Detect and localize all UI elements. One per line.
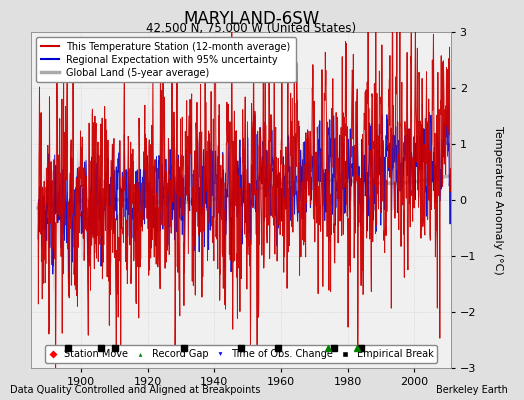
Y-axis label: Temperature Anomaly (°C): Temperature Anomaly (°C) xyxy=(493,126,503,274)
Text: 42.500 N, 75.000 W (United States): 42.500 N, 75.000 W (United States) xyxy=(146,22,357,35)
Text: Data Quality Controlled and Aligned at Breakpoints: Data Quality Controlled and Aligned at B… xyxy=(10,385,261,395)
Text: Berkeley Earth: Berkeley Earth xyxy=(436,385,508,395)
Text: MARYLAND-6SW: MARYLAND-6SW xyxy=(183,10,320,28)
Legend: Station Move, Record Gap, Time of Obs. Change, Empirical Break: Station Move, Record Gap, Time of Obs. C… xyxy=(45,345,438,363)
